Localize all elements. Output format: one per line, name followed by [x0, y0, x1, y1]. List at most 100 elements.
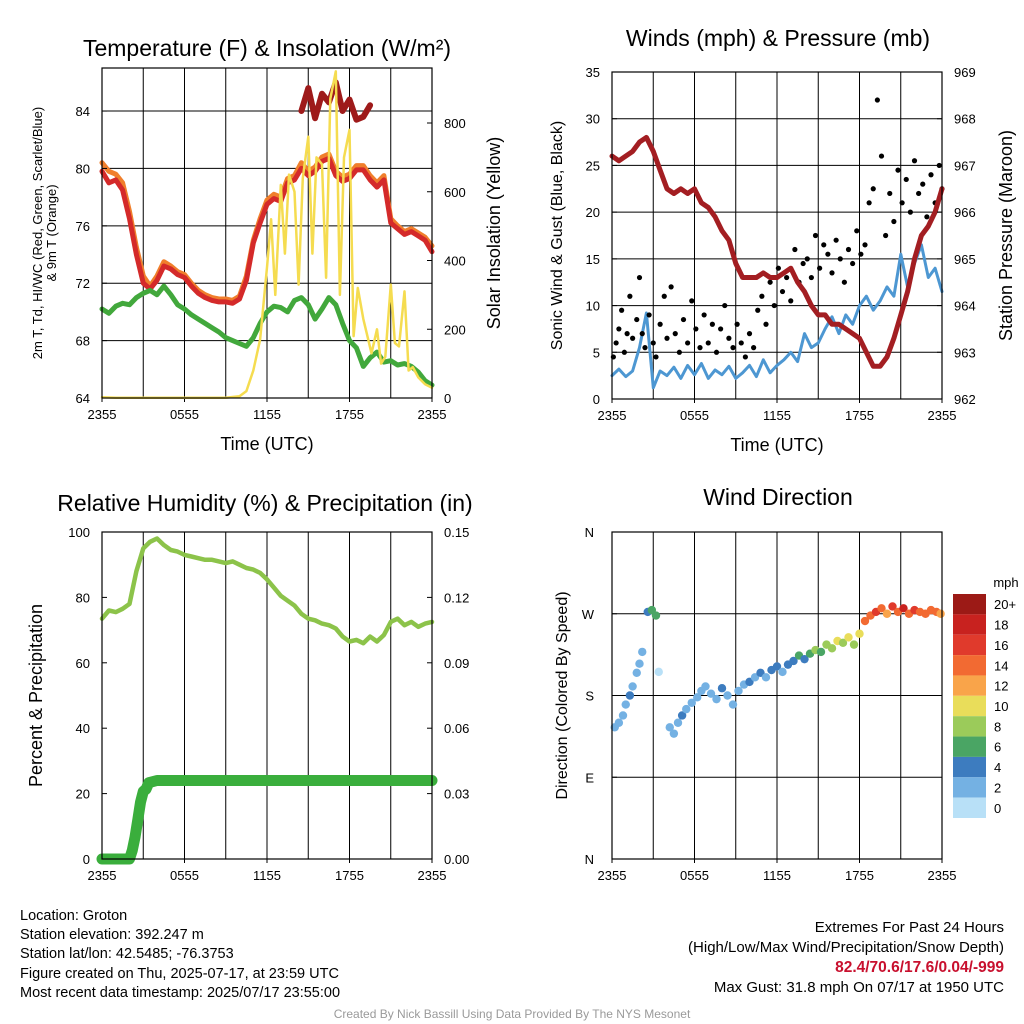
colorbar-swatch [953, 675, 986, 696]
gust-point [911, 158, 918, 164]
colorbar-swatch [953, 614, 986, 635]
gust-point [650, 340, 656, 346]
chart-panel-3: Relative Humidity (%) & Precipitation (i… [26, 490, 473, 883]
direction-point [734, 686, 743, 696]
y-tick-label: E [585, 770, 594, 785]
gust-point [676, 349, 682, 355]
gust-point [627, 293, 633, 299]
gust-point [767, 279, 773, 285]
y-axis-title: Percent & Precipitation [26, 604, 46, 787]
chart-title: Temperature (F) & Insolation (W/m²) [83, 35, 451, 61]
y-tick-label: 10 [586, 299, 600, 314]
extremes-title: Extremes For Past 24 Hours [814, 919, 1004, 936]
x-tick-label: 1155 [253, 407, 281, 422]
gust-point [829, 270, 835, 276]
gust-point [734, 321, 740, 327]
y-tick-label-right: 0.00 [444, 852, 469, 867]
chart-title: Relative Humidity (%) & Precipitation (i… [57, 490, 472, 516]
gust-point [613, 340, 619, 346]
y-axis-title-right: Station Pressure (Maroon) [996, 130, 1016, 341]
y-tick-label: 64 [76, 391, 90, 406]
x-axis-title: Time (UTC) [730, 435, 823, 455]
gust-point [792, 246, 798, 253]
station-info: Location: Groton Station elevation: 392.… [20, 907, 340, 1003]
x-tick-label: 1755 [335, 407, 364, 422]
colorbar-swatch [953, 634, 986, 656]
gust-point [738, 340, 744, 346]
gust-point [755, 307, 761, 313]
gust-point [895, 167, 901, 173]
gust-point [779, 288, 786, 295]
colorbar-swatch [953, 777, 986, 798]
gust-point [680, 316, 687, 323]
series-line [99, 283, 435, 388]
gust-point [685, 340, 691, 346]
colorbar-label: 2 [994, 780, 1001, 795]
direction-point [855, 629, 864, 638]
y-tick-label: 60 [76, 656, 90, 671]
gust-point [928, 172, 934, 178]
chart-title: Wind Direction [703, 484, 853, 510]
y-tick-label: 0 [593, 392, 600, 407]
colorbar-swatch [953, 655, 986, 676]
y-tick-label: N [585, 525, 594, 540]
direction-point [717, 684, 727, 693]
colorbar-swatch [953, 716, 986, 737]
gust-point [730, 345, 736, 351]
direction-point [728, 700, 738, 709]
y-tick-label: N [585, 852, 594, 867]
plot-frame [611, 71, 943, 400]
direction-point [827, 644, 837, 653]
y-tick-label-right: 0.03 [444, 787, 469, 802]
direction-point [772, 662, 782, 671]
direction-point [844, 633, 853, 642]
direction-point [701, 682, 710, 691]
gust-point [630, 335, 636, 341]
direction-point [706, 689, 716, 698]
gust-point [621, 349, 627, 355]
gust-point [825, 251, 831, 257]
gust-point [726, 335, 732, 341]
y-tick-label-right: 964 [954, 299, 976, 314]
created-text: Figure created on Thu, 2025-07-17, at 23… [20, 965, 339, 982]
gust-point [784, 274, 790, 281]
y-tick-label: 84 [76, 104, 90, 119]
gust-point [624, 331, 630, 337]
gust-point [664, 335, 670, 341]
direction-point [800, 654, 809, 664]
direction-point [625, 691, 635, 700]
gust-point [693, 326, 699, 332]
series-line [609, 134, 945, 369]
x-tick-label: 2355 [598, 868, 627, 883]
colorbar-label: 4 [994, 760, 1001, 775]
y-tick-label: 20 [76, 787, 90, 802]
direction-point [673, 718, 683, 727]
direction-point [778, 667, 787, 677]
y-tick-label: 76 [76, 219, 90, 234]
y-tick-label-right: 0.15 [444, 525, 469, 540]
y-tick-label: S [585, 689, 594, 704]
gust-point [833, 237, 839, 243]
direction-point [693, 693, 702, 702]
y-tick-label: 80 [76, 590, 90, 605]
direction-point [816, 647, 826, 657]
gust-point [812, 232, 819, 239]
x-tick-label: 2355 [418, 407, 447, 422]
gust-point [837, 256, 843, 262]
gust-point [862, 242, 868, 248]
direction-point [628, 682, 637, 691]
y-tick-label: W [582, 607, 595, 622]
x-axis-title: Time (UTC) [220, 434, 313, 454]
y-axis-title: 2m T, Td, HI/WC (Red, Green, Scarlet/Blu… [30, 107, 59, 359]
gust-point [657, 321, 663, 327]
direction-point [712, 694, 721, 704]
direction-point [882, 609, 892, 618]
gust-point [705, 340, 711, 346]
direction-point [860, 616, 870, 626]
gust-point [636, 274, 643, 281]
y-tick-label: 80 [76, 161, 90, 176]
gust-point [899, 200, 905, 206]
direction-point [669, 729, 679, 738]
gust-point [634, 316, 640, 323]
